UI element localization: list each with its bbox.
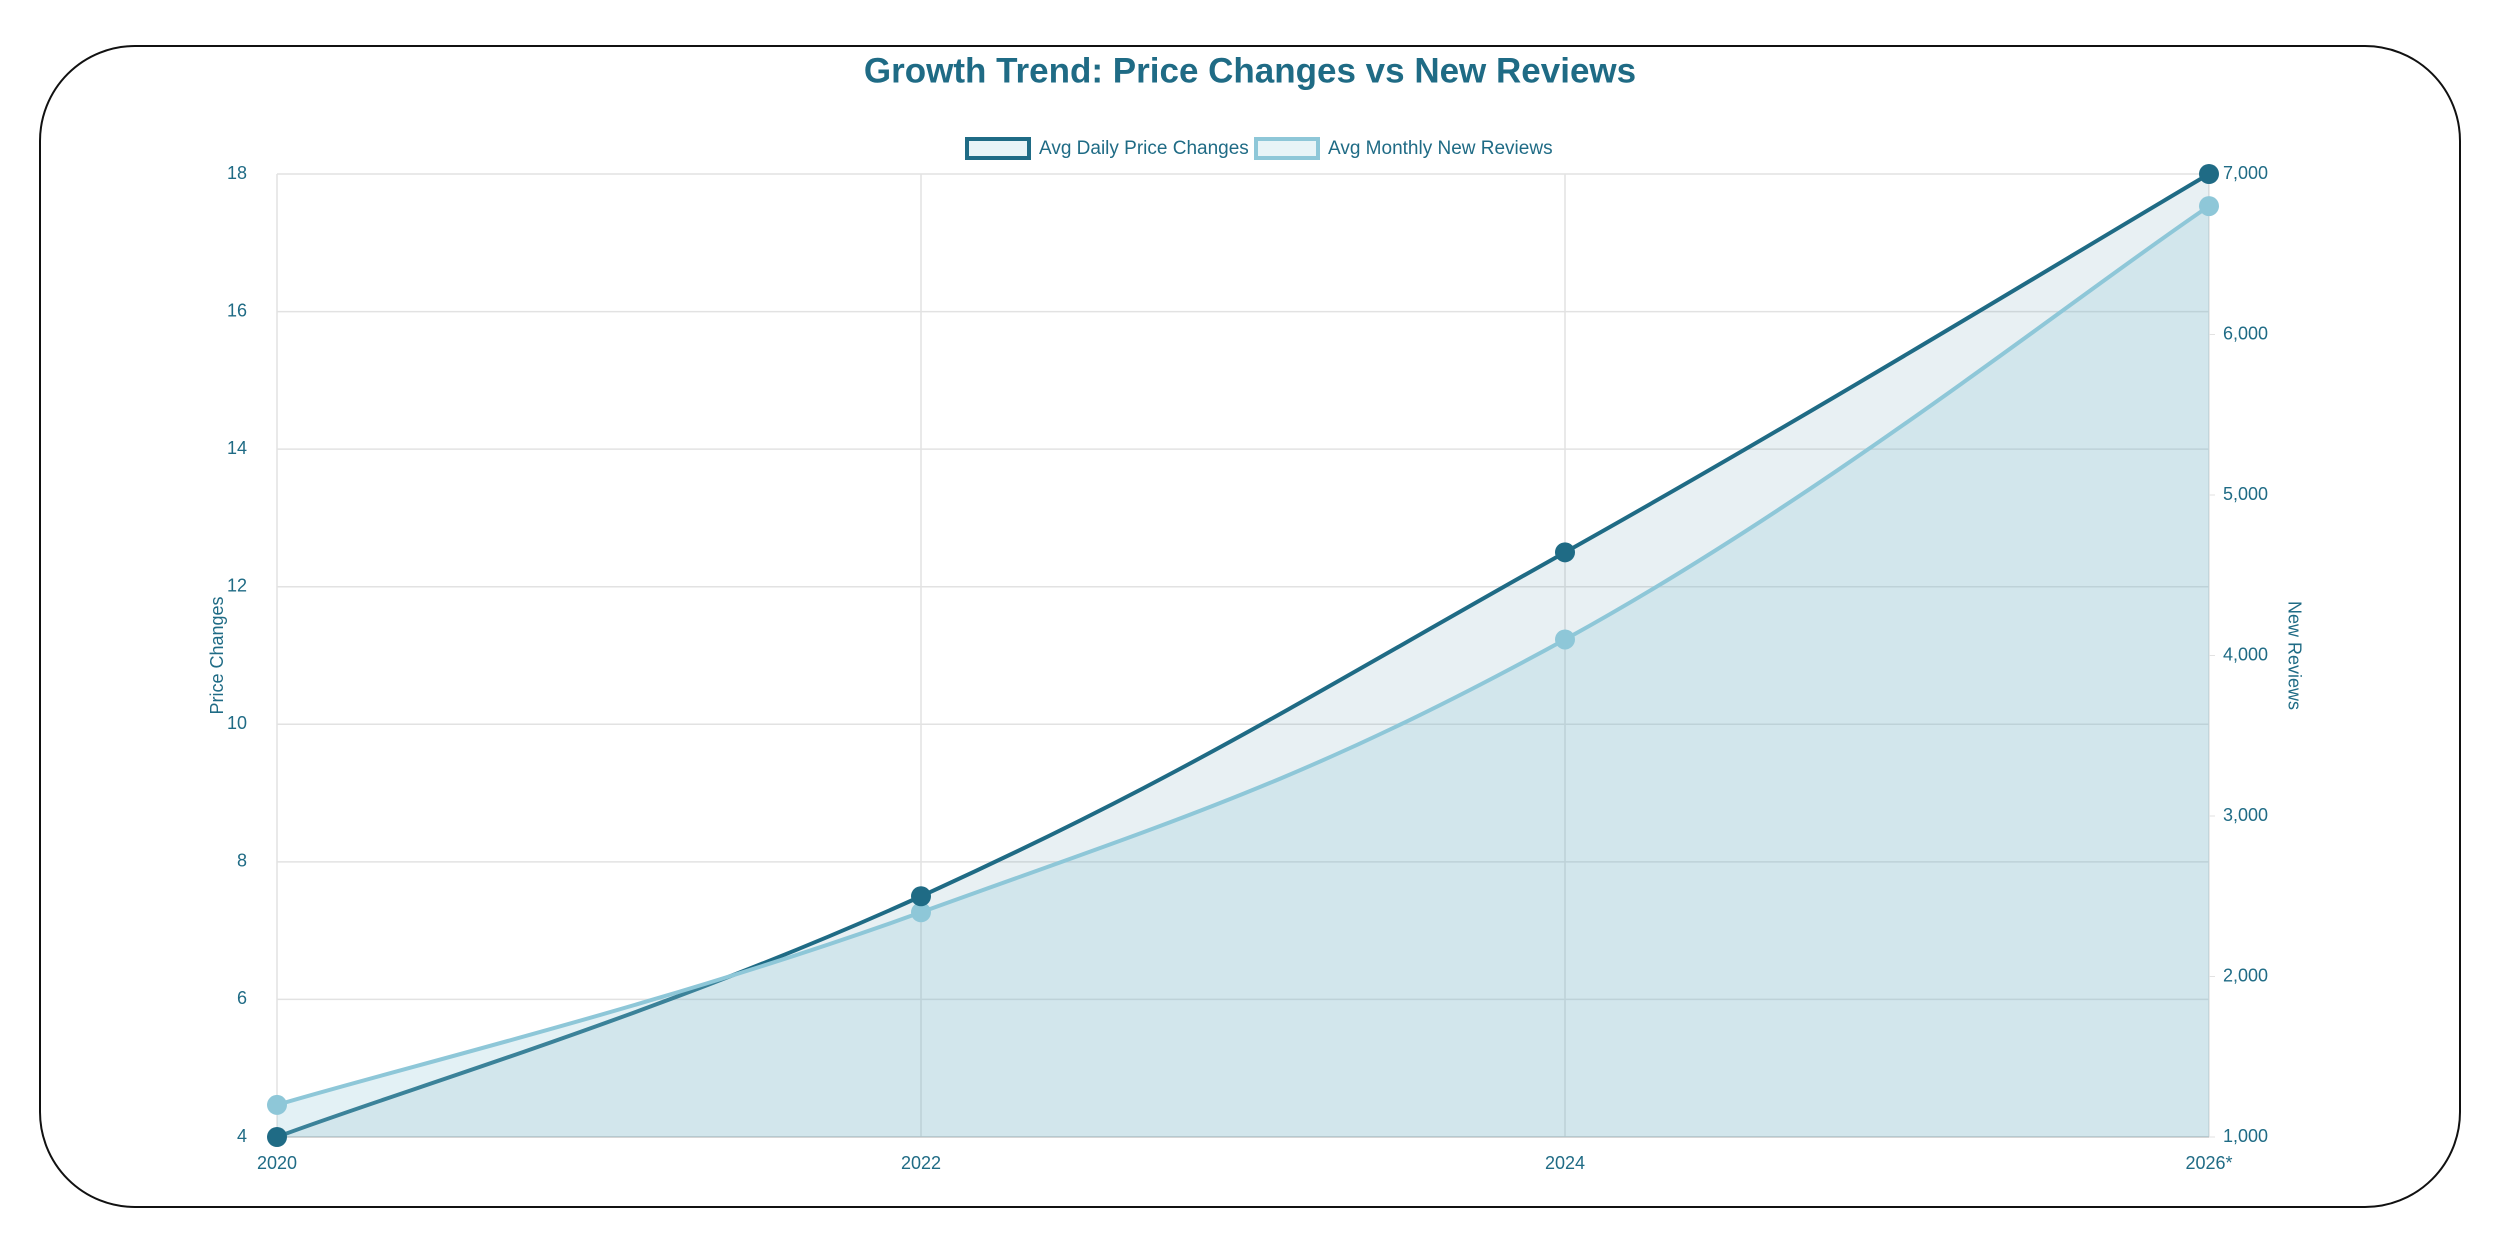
y-tick-label: 16 <box>227 300 247 320</box>
y-tick-label: 4 <box>237 1126 247 1146</box>
legend-label: Avg Monthly New Reviews <box>1328 138 1553 159</box>
point <box>1555 629 1575 650</box>
y2-tick-label: 4,000 <box>2223 644 2268 664</box>
y-tick-label: 18 <box>227 163 247 183</box>
point <box>267 1094 287 1115</box>
point <box>911 886 931 907</box>
y-tick-label: 12 <box>227 575 247 595</box>
area <box>277 206 2209 1138</box>
y2-tick-label: 6,000 <box>2223 323 2268 343</box>
y-axis-label: Price Changes <box>207 596 227 714</box>
y-tick-label: 6 <box>237 988 247 1008</box>
point <box>2199 164 2219 184</box>
x-tick-label: 2026* <box>2185 1153 2232 1173</box>
chart-title: Growth Trend: Price Changes vs New Revie… <box>864 51 1636 90</box>
y-tick-label: 14 <box>227 438 247 458</box>
line <box>276 204 2211 1107</box>
legend-swatch <box>965 137 1031 160</box>
y-tick-label: 8 <box>237 851 247 871</box>
area <box>277 174 2209 1137</box>
y2-tick-label: 2,000 <box>2223 965 2268 985</box>
x-tick-label: 2020 <box>257 1153 297 1173</box>
point <box>2199 196 2219 217</box>
x-tick-label: 2022 <box>901 1153 941 1173</box>
line <box>276 172 2211 1139</box>
y2-tick-label: 1,000 <box>2223 1126 2268 1146</box>
y2-tick-label: 5,000 <box>2223 484 2268 504</box>
frame <box>39 45 2461 1208</box>
x-tick-label: 2024 <box>1545 1153 1585 1173</box>
point <box>1555 542 1575 563</box>
legend-swatch <box>1254 137 1320 160</box>
legend-label: Avg Daily Price Changes <box>1039 138 1249 159</box>
point <box>911 902 931 923</box>
point <box>267 1127 287 1147</box>
y-tick-label: 10 <box>227 713 247 733</box>
y2-axis-label: New Reviews <box>2284 601 2304 710</box>
y2-tick-label: 7,000 <box>2223 163 2268 183</box>
y2-tick-label: 3,000 <box>2223 805 2268 825</box>
